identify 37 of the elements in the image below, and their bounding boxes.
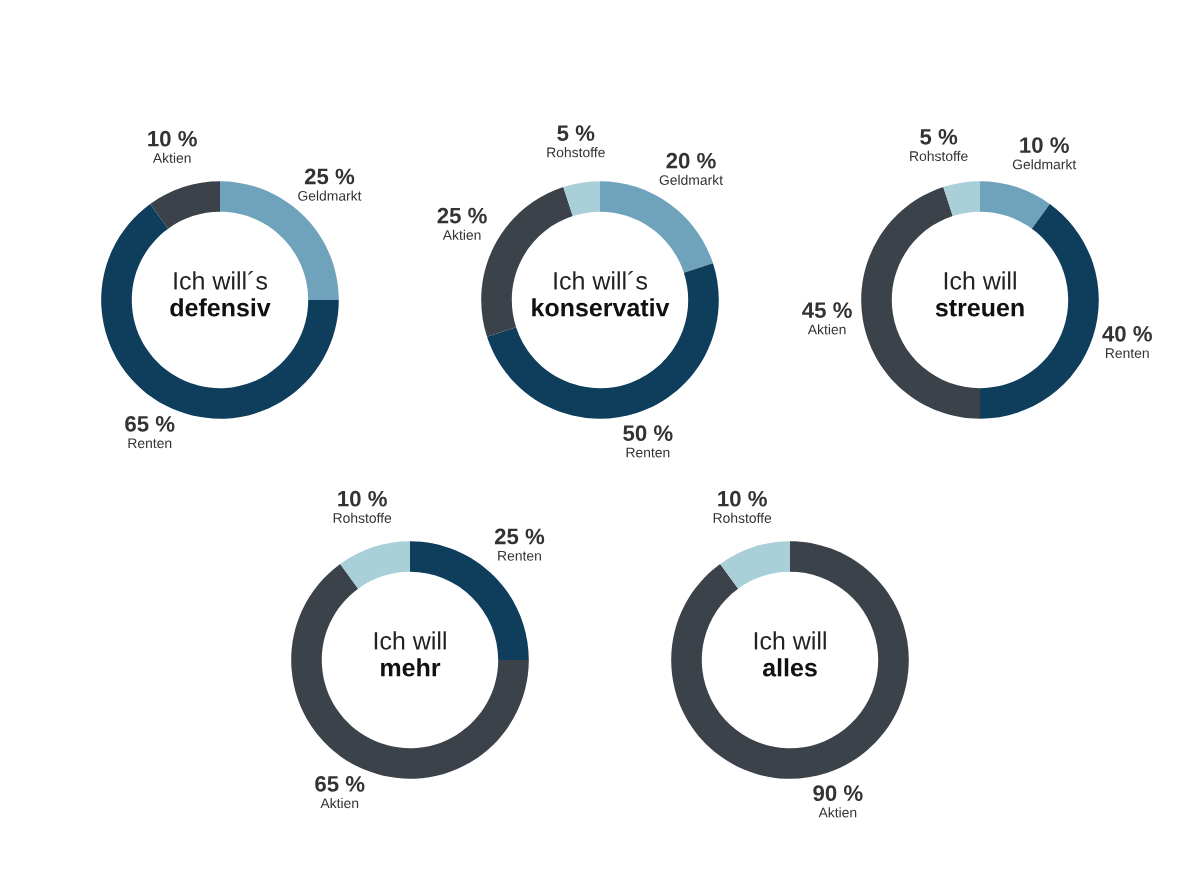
donut-slice [671,541,909,779]
donut-slice [291,563,529,779]
text: konservativ [532,298,670,317]
donut-slice [487,263,719,419]
data-label: 5 % [557,125,595,141]
donut-slice [563,181,600,217]
data-label: 25 % [494,528,545,545]
data-label: 10 % [718,490,767,507]
donut-slice [150,181,220,229]
data-label: 10 % [148,130,197,147]
text: defensiv [170,298,271,317]
donut-slice [101,203,339,419]
text: Ich will [374,631,446,650]
data-label: 10 % [338,490,387,507]
data-label: 90 % [813,785,863,802]
data-label: 45 % [802,302,852,319]
data-label: 25 % [304,168,355,185]
text: Ich will´s [554,271,648,290]
donut-slice [600,181,713,273]
donut-slice [980,181,1050,229]
data-label: 20 % [666,152,716,169]
text: streuen [935,300,1024,317]
text: mehr [381,658,441,677]
data-label: 65 % [125,416,175,432]
data-label: 40 % [1102,325,1152,342]
data-label: 65 % [315,776,365,792]
text: Ich will [944,271,1016,290]
donut-slice [943,181,980,217]
data-label: 25 % [437,207,487,224]
text: Ich will [754,631,826,650]
data-label: 5 % [920,128,958,145]
donut-slice [720,541,790,589]
data-label: 50 % [623,425,673,442]
text: Ich will´s [174,271,268,290]
data-label: 10 % [1020,137,1069,153]
text: alles [762,658,817,677]
donut-slice [340,541,410,589]
